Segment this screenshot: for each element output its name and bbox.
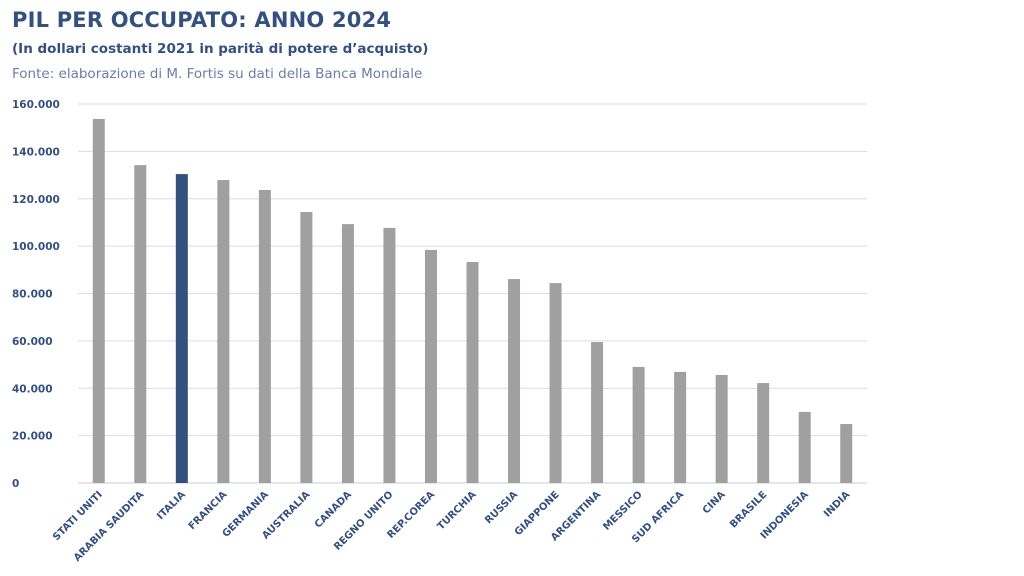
y-tick-label: 0 <box>12 478 19 490</box>
bar-arabia-saudita <box>134 165 147 483</box>
bar-giappone <box>549 283 562 483</box>
bar-australia <box>300 212 313 483</box>
y-tick-label: 80.000 <box>12 289 53 301</box>
bar-regno-unito <box>383 227 396 483</box>
x-tick-label: BRASILE <box>728 489 769 530</box>
x-tick-label: ITALIA <box>155 489 188 522</box>
x-tick-label: MESSICO <box>601 489 644 532</box>
bar-francia <box>217 180 230 484</box>
bar-india <box>840 424 853 483</box>
chart-subtitle: (In dollari costanti 2021 in parità di p… <box>12 41 429 57</box>
bar-brasile <box>757 383 770 483</box>
y-tick-label: 140.000 <box>12 146 60 158</box>
bar-russia <box>508 279 521 483</box>
x-tick-label: CANADA <box>313 489 354 530</box>
bar-messico <box>632 366 645 483</box>
y-tick-label: 40.000 <box>12 383 53 395</box>
x-tick-label: FRANCIA <box>187 489 230 532</box>
y-tick-label: 20.000 <box>12 431 53 443</box>
bar-canada <box>341 224 354 483</box>
y-tick-label: 160.000 <box>12 99 60 111</box>
bar-argentina <box>591 342 604 483</box>
chart-title: PIL PER OCCUPATO: ANNO 2024 <box>12 8 392 32</box>
chart-source: Fonte: elaborazione di M. Fortis su dati… <box>12 66 423 82</box>
y-tick-label: 120.000 <box>12 194 60 206</box>
bar-turchia <box>466 261 479 483</box>
y-tick-label: 60.000 <box>12 336 53 348</box>
bar-rep-corea <box>424 249 437 483</box>
x-tick-label: ARABIA SAUDITA <box>72 489 147 564</box>
x-tick-label: CINA <box>701 489 728 516</box>
bar-sud-africa <box>674 371 687 483</box>
x-tick-label: RUSSIA <box>483 489 520 526</box>
bar-stati-uniti <box>92 118 105 483</box>
bar-indonesia <box>798 411 811 483</box>
x-tick-label: TURCHIA <box>436 489 479 532</box>
x-tick-label: INDIA <box>822 489 852 519</box>
bar-italia <box>175 174 188 484</box>
bar-germania <box>258 189 271 483</box>
y-tick-label: 100.000 <box>12 241 60 253</box>
bar-cina <box>715 374 728 483</box>
